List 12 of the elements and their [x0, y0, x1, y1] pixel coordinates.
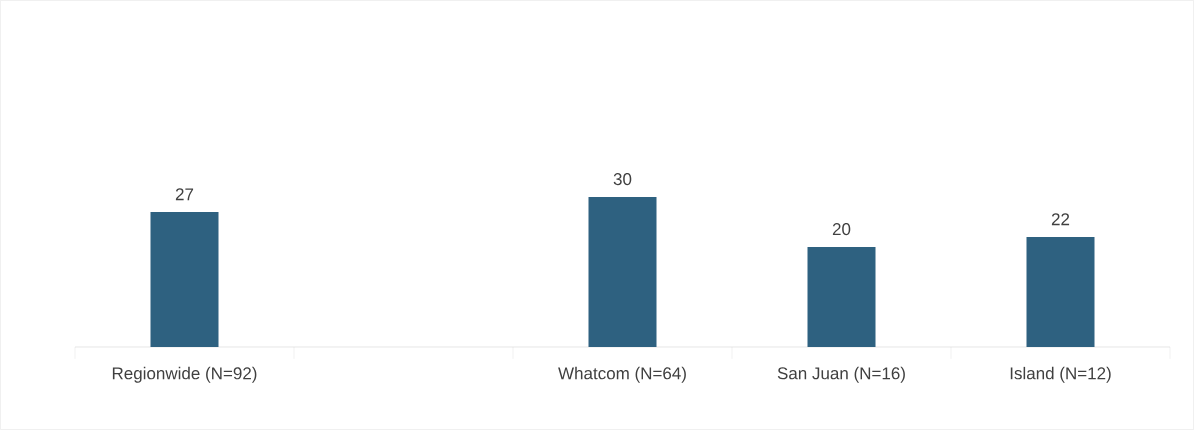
- bar: [1026, 237, 1095, 347]
- x-tick-label: Regionwide (N=92): [112, 366, 257, 383]
- x-tick-label: San Juan (N=16): [777, 366, 905, 383]
- bar: [150, 212, 219, 347]
- data-label: 27: [175, 188, 194, 201]
- bar: [588, 197, 657, 347]
- x-tick-label: Island (N=12): [1010, 366, 1111, 383]
- data-label: 20: [832, 223, 851, 236]
- data-label: 22: [1051, 213, 1070, 226]
- bar: [807, 247, 876, 347]
- x-tick-label: Whatcom (N=64): [558, 366, 686, 383]
- data-label: 30: [613, 173, 632, 186]
